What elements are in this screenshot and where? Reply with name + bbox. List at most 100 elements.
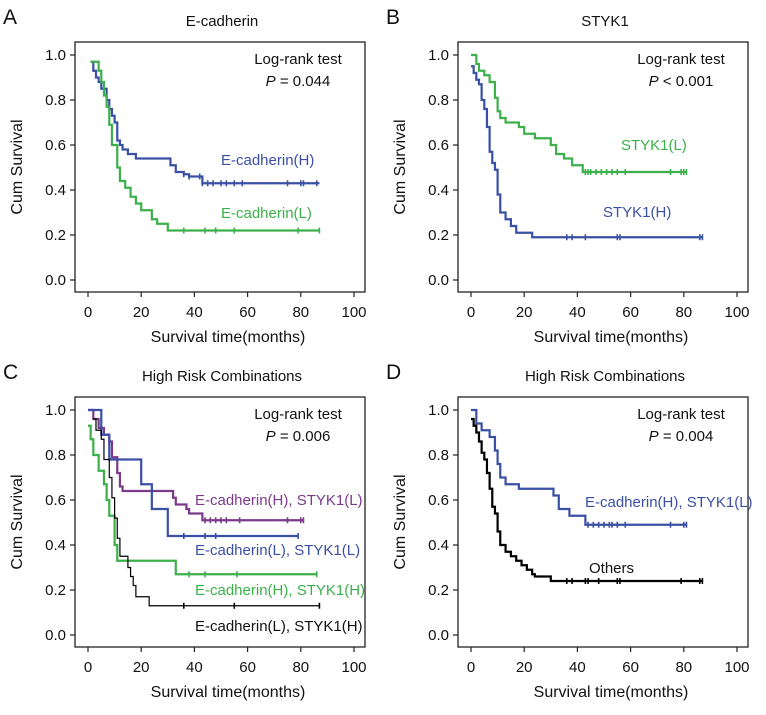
p-value: P = 0.006 (266, 428, 331, 445)
survival-curve (471, 417, 703, 583)
y-tick-label: 0.4 (45, 182, 66, 199)
survival-curve (471, 408, 687, 526)
series-1: E-cadherin(H), STYK1(L) (471, 408, 753, 528)
panel-letter: B (386, 6, 400, 29)
plot-frame (74, 41, 366, 293)
test-label: Log-rank test (637, 51, 725, 68)
y-tick-label: 0.6 (428, 137, 449, 154)
panel-a: A E-cadherin 0.0 0.2 0.4 0.6 0.8 1.0 0 20 40 60 80 10… (0, 0, 383, 355)
series-2: Others (471, 417, 704, 584)
p-symbol: P (649, 73, 659, 90)
p-text: = 0.044 (276, 73, 331, 90)
y-tick-label: 1.0 (45, 402, 66, 419)
plot-frame (74, 396, 366, 648)
chart-title: E-cadherin (186, 13, 259, 30)
p-text: = 0.004 (659, 428, 714, 445)
series-label: STYK1(L) (621, 137, 687, 154)
x-tick-label: 40 (569, 304, 586, 321)
plot-frame (457, 41, 749, 293)
x-tick-label: 60 (239, 304, 256, 321)
survival-curve (88, 424, 317, 576)
test-label: Log-rank test (254, 51, 342, 68)
x-tick-label: 20 (133, 659, 150, 676)
y-tick-label: 0.6 (45, 137, 66, 154)
x-tick-label: 100 (724, 304, 749, 321)
y-tick-label: 0.2 (45, 582, 66, 599)
survival-curve (471, 65, 703, 239)
p-text: < 0.001 (659, 73, 714, 90)
series-label: E-cadherin(H), STYK1(L) (195, 492, 363, 509)
x-tick-label: 80 (292, 304, 309, 321)
p-symbol: P (266, 73, 276, 90)
x-tick-label: 80 (675, 659, 692, 676)
x-tick-label: 20 (133, 304, 150, 321)
x-tick-label: 20 (516, 659, 533, 676)
series-label: E-cadherin(L), STYK1(L) (195, 542, 360, 559)
y-axis-label: Cum Survival (392, 119, 409, 214)
series-label: E-cadherin(H), STYK1(L) (585, 494, 753, 511)
x-tick-label: 0 (84, 304, 92, 321)
p-value: P = 0.044 (266, 73, 331, 90)
y-tick-label: 0.2 (428, 582, 449, 599)
y-tick-label: 0.8 (428, 92, 449, 109)
series-4: E-cadherin(L), STYK1(H) (93, 418, 363, 635)
y-tick-label: 0.4 (45, 537, 66, 554)
y-tick-label: 0.0 (45, 272, 66, 289)
x-tick-label: 0 (467, 304, 475, 321)
y-tick-label: 1.0 (45, 47, 66, 64)
series-label: STYK1(H) (603, 204, 671, 221)
km-plot: A E-cadherin 0.0 0.2 0.4 0.6 0.8 1.0 0 20 40 60 80 10… (3, 6, 367, 346)
y-tick-label: 0.8 (428, 447, 449, 464)
series-1: STYK1(L) (471, 53, 688, 175)
x-tick-label: 80 (675, 304, 692, 321)
km-plot: B STYK1 0.0 0.2 0.4 0.6 0.8 1.0 0 20 40 60 80 100 Surv… (386, 6, 750, 346)
y-axis-label: Cum Survival (9, 119, 26, 214)
survival-curve (90, 60, 320, 232)
survival-curve (471, 53, 687, 174)
chart-title: High Risk Combinations (525, 368, 685, 385)
y-tick-label: 0.8 (45, 92, 66, 109)
x-tick-label: 40 (186, 304, 203, 321)
y-tick-label: 0.4 (428, 537, 449, 554)
x-axis-label: Survival time(months) (151, 684, 306, 701)
series-label: Others (589, 560, 634, 577)
series-1: E-cadherin(H), STYK1(L) (88, 408, 363, 524)
y-tick-label: 0.8 (45, 447, 66, 464)
y-axis-label: Cum Survival (9, 474, 26, 569)
p-value: P = 0.004 (649, 428, 714, 445)
panel-letter: C (3, 361, 18, 384)
x-tick-label: 100 (341, 304, 366, 321)
panel-letter: A (3, 6, 17, 29)
x-tick-label: 100 (341, 659, 366, 676)
p-symbol: P (649, 428, 659, 445)
p-symbol: P (266, 428, 276, 445)
y-tick-label: 0.2 (45, 227, 66, 244)
y-tick-label: 1.0 (428, 47, 449, 64)
p-value: P < 0.001 (649, 73, 714, 90)
series-3: E-cadherin(H), STYK1(H) (88, 424, 365, 599)
x-tick-label: 60 (622, 304, 639, 321)
series-label: E-cadherin(H) (221, 152, 314, 169)
y-tick-label: 0.6 (428, 492, 449, 509)
test-label: Log-rank test (637, 406, 725, 423)
series-label: E-cadherin(L), STYK1(H) (195, 618, 363, 635)
series-label: E-cadherin(L) (221, 205, 312, 222)
x-axis-label: Survival time(months) (151, 329, 306, 346)
y-tick-label: 0.2 (428, 227, 449, 244)
series-label: E-cadherin(H), STYK1(H) (195, 582, 365, 599)
km-plot: C High Risk Combinations 0.0 0.2 0.4 0.6 0.8 1.… (3, 361, 367, 701)
y-tick-label: 0.4 (428, 182, 449, 199)
survival-curve (93, 418, 320, 607)
y-tick-label: 0.0 (428, 627, 449, 644)
series-2: STYK1(H) (471, 65, 704, 241)
plot-frame (457, 396, 749, 648)
chart-title: STYK1 (581, 13, 629, 30)
x-tick-label: 40 (186, 659, 203, 676)
panel-d: D High Risk Combinations 0.0 0.2 0.4 0.6 0.8 1.… (383, 355, 766, 710)
x-tick-label: 0 (467, 659, 475, 676)
x-axis-label: Survival time(months) (534, 329, 689, 346)
x-tick-label: 60 (622, 659, 639, 676)
series-2: E-cadherin(L) (90, 60, 321, 234)
survival-curve (90, 60, 320, 185)
chart-title: High Risk Combinations (142, 368, 302, 385)
